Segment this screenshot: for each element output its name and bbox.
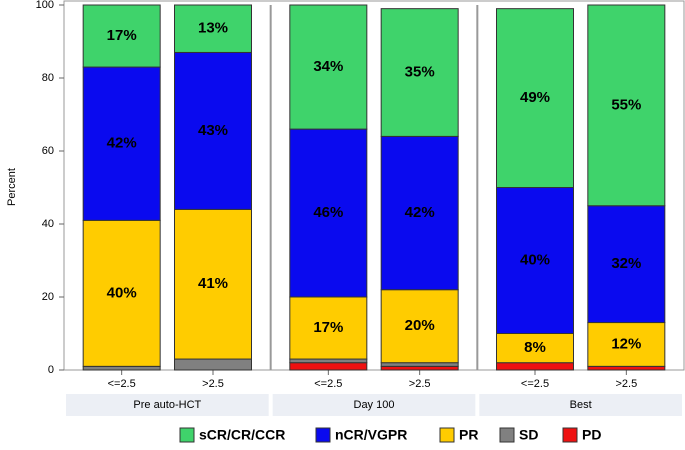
bar-segment [289, 296, 368, 360]
bar-segment [380, 289, 459, 364]
x-tick-label: <=2.5 [314, 378, 342, 390]
bar-segment [380, 362, 459, 367]
legend-label: nCR/VGPR [335, 427, 407, 443]
group-label: Pre auto-HCT [133, 399, 201, 411]
x-tick-label: <=2.5 [108, 378, 136, 390]
y-tick-label: 0 [48, 364, 54, 376]
group-label: Best [570, 399, 592, 411]
y-tick-label: 100 [36, 0, 54, 11]
data-label: 12% [611, 335, 641, 352]
data-label: 42% [107, 135, 137, 152]
data-label: 17% [313, 319, 343, 336]
data-label: 55% [611, 96, 641, 113]
group-band [66, 394, 269, 416]
bar-segment [82, 4, 161, 68]
legend-swatch [439, 427, 455, 443]
data-label: 40% [520, 251, 550, 268]
plot-frame [63, 0, 685, 371]
data-label: 32% [611, 255, 641, 272]
bar-segment [380, 135, 459, 291]
y-tick-label: 80 [42, 72, 54, 84]
legend-label: PR [459, 427, 478, 443]
x-tick-label: >2.5 [202, 378, 224, 390]
data-label: 49% [520, 89, 550, 106]
bar-segment [289, 358, 368, 364]
legend-swatch [179, 427, 195, 443]
bar-segment [496, 187, 574, 334]
data-label: 43% [198, 122, 228, 139]
bar-segment [587, 205, 666, 324]
y-tick-label: 20 [42, 291, 54, 303]
bar-segment [496, 8, 574, 189]
bar-segment [82, 66, 161, 221]
data-label: 41% [198, 275, 228, 292]
data-label: 20% [405, 317, 435, 334]
legend-swatch [499, 427, 515, 443]
bar-segment [587, 322, 666, 367]
bar-segment [587, 4, 666, 207]
data-label: 13% [198, 20, 228, 37]
legend-label: sCR/CR/CCR [199, 427, 285, 443]
data-label: 8% [524, 339, 546, 356]
bar-segment [82, 219, 161, 367]
bar-segment [289, 4, 368, 130]
bar-segment [380, 365, 459, 371]
bar-segment [82, 365, 161, 371]
group-band [272, 394, 476, 416]
bar-segment [174, 208, 252, 360]
bar-segment [174, 4, 252, 53]
bar-segment [174, 358, 252, 371]
y-axis-label: Percent [6, 168, 18, 206]
group-band [479, 394, 682, 416]
data-label: 40% [107, 284, 137, 301]
legend-label: SD [519, 427, 538, 443]
y-tick-label: 40 [42, 218, 54, 230]
x-tick-label: <=2.5 [521, 378, 549, 390]
y-tick-label: 60 [42, 145, 54, 157]
legend-swatch [315, 427, 331, 443]
data-label: 42% [405, 204, 435, 221]
bar-segment [289, 362, 368, 371]
data-label: 35% [405, 63, 435, 80]
data-label: 46% [313, 204, 343, 221]
x-tick-label: >2.5 [409, 378, 431, 390]
bar-segment [174, 51, 252, 210]
bar-segment [380, 8, 459, 137]
group-label: Day 100 [354, 399, 395, 411]
bar-segment [587, 365, 666, 371]
legend-swatch [562, 427, 578, 443]
x-tick-label: >2.5 [615, 378, 637, 390]
legend-label: PD [582, 427, 601, 443]
data-label: 17% [107, 27, 137, 44]
data-label: 34% [313, 58, 343, 75]
bar-segment [496, 362, 574, 371]
bar-segment [496, 333, 574, 364]
bar-segment [289, 128, 368, 298]
